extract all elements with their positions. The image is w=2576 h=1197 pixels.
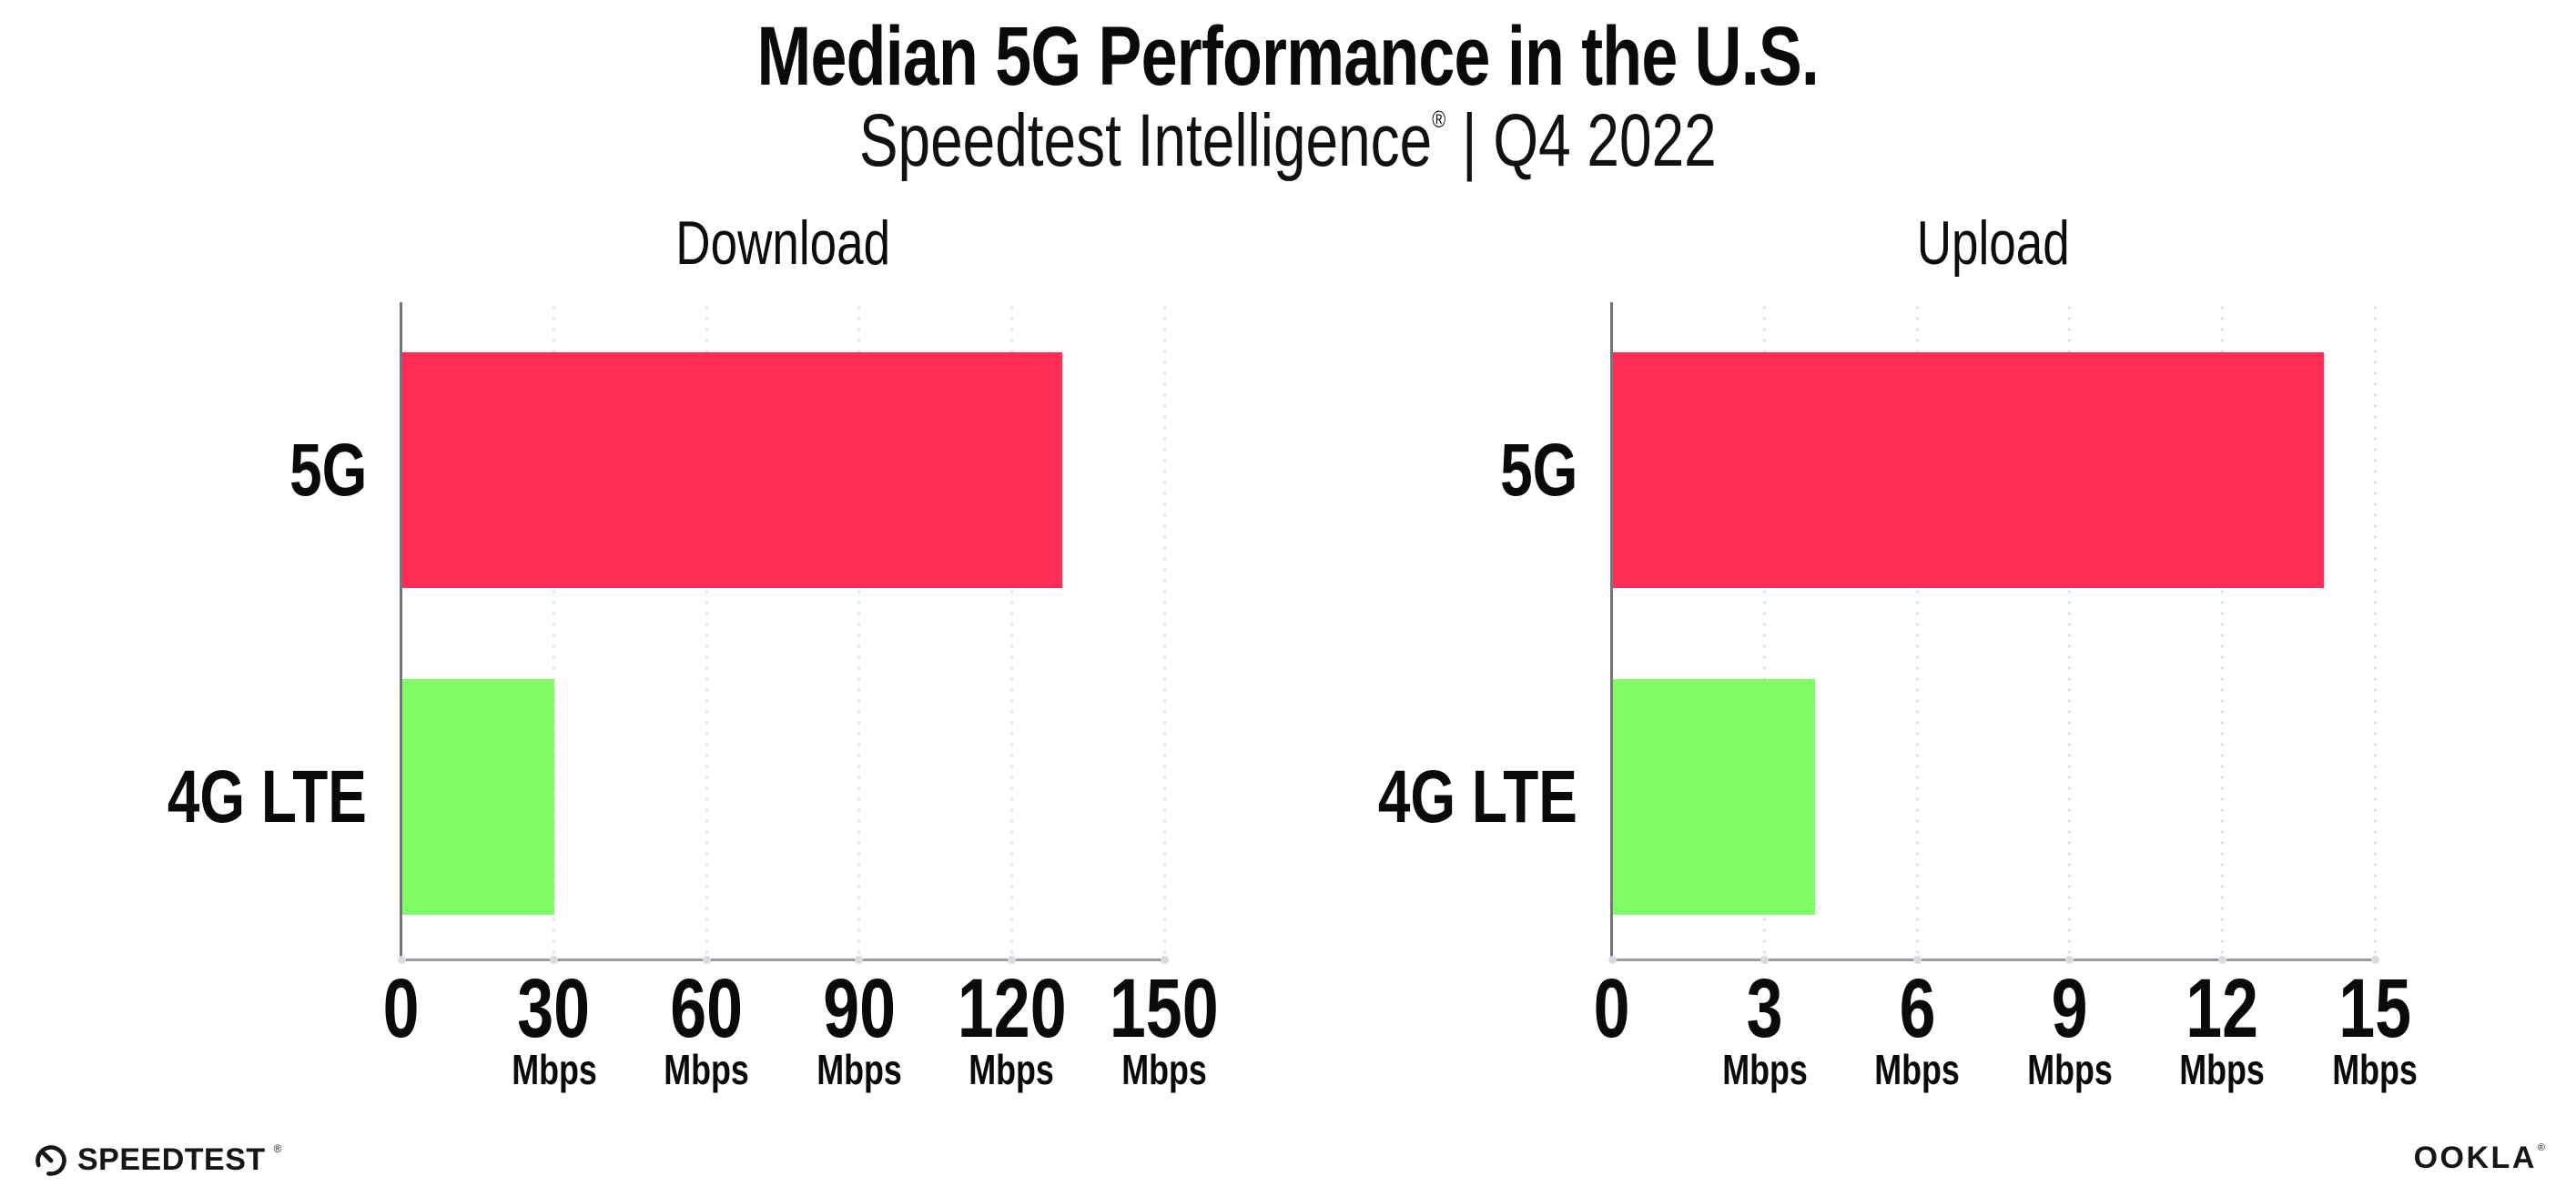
x-tick-unit-15: Mbps: [2238, 1049, 2511, 1090]
gridline-60: [705, 302, 708, 959]
ookla-wordmark: OOKLA: [2413, 1140, 2537, 1175]
gridline-9: [2068, 302, 2072, 959]
speedtest-wordmark: SPEEDTEST: [77, 1141, 266, 1177]
x-tick-unit-text: Mbps: [1874, 1046, 1961, 1093]
speedtest-logo: SPEEDTEST ®: [33, 1140, 282, 1180]
x-tick-unit-text: Mbps: [2332, 1046, 2418, 1093]
x-tick-label-text: 15: [2338, 962, 2411, 1055]
x-tick-unit-text: Mbps: [664, 1046, 750, 1093]
x-tick-unit-150: Mbps: [1028, 1049, 1301, 1090]
category-label-5g: 5G: [0, 421, 367, 521]
bar-download-5g: [402, 352, 1063, 588]
x-axis-line: [1610, 959, 2378, 961]
axis-tick-dot-120: [1007, 956, 1016, 964]
gridline-3: [1763, 302, 1767, 959]
subtitle-brand: Speedtest Intelligence: [859, 99, 1433, 182]
x-tick-unit-text: Mbps: [1121, 1046, 1207, 1093]
bar-upload-4g-lte: [1613, 679, 1816, 915]
axis-tick-dot-15: [2370, 956, 2379, 964]
x-tick-label-60: 60: [570, 967, 843, 1050]
gridline-12: [2220, 302, 2224, 959]
category-label-5g: 5G: [1031, 421, 1577, 521]
x-tick-label-text: 30: [517, 962, 591, 1055]
axis-tick-dot-0: [1607, 956, 1617, 964]
axis-tick-dot-6: [1912, 956, 1922, 964]
download-chart-title: Download: [675, 208, 890, 278]
x-tick-label-text: 9: [2051, 962, 2088, 1055]
gridline-6: [1915, 302, 1919, 959]
x-tick-label-15: 15: [2238, 967, 2511, 1050]
axis-tick-dot-3: [1760, 956, 1770, 964]
x-tick-unit-6: Mbps: [1780, 1049, 2054, 1090]
page-subtitle-text: Speedtest Intelligence® | Q4 2022: [859, 99, 1717, 182]
gridline-15: [2373, 302, 2377, 959]
y-axis-line: [400, 302, 402, 961]
x-tick-unit-text: Mbps: [969, 1046, 1055, 1093]
page-title: Median 5G Performance in the U.S.: [0, 13, 2576, 101]
speedtest-registered-icon: ®: [273, 1142, 282, 1155]
category-label-text: 4G LTE: [1377, 755, 1577, 838]
ookla-registered-icon: ®: [2537, 1142, 2545, 1153]
x-tick-label-12: 12: [2085, 967, 2358, 1050]
x-tick-unit-120: Mbps: [875, 1049, 1148, 1090]
x-tick-label-90: 90: [723, 967, 996, 1050]
x-tick-label-text: 6: [1899, 962, 1936, 1055]
x-tick-unit-12: Mbps: [2085, 1049, 2358, 1090]
x-tick-unit-9: Mbps: [1933, 1049, 2206, 1090]
x-tick-unit-60: Mbps: [570, 1049, 843, 1090]
x-tick-label-0: 0: [1476, 967, 1749, 1050]
x-tick-label-30: 30: [418, 967, 691, 1050]
speedtest-gauge-icon: [35, 1145, 66, 1176]
ookla-logo: OOKLA ®: [2414, 1140, 2545, 1176]
x-tick-unit-text: Mbps: [816, 1046, 902, 1093]
x-tick-unit-90: Mbps: [723, 1049, 996, 1090]
x-tick-label-text: 0: [383, 962, 420, 1055]
axis-tick-dot-9: [2065, 956, 2074, 964]
page-title-text: Median 5G Performance in the U.S.: [756, 10, 1820, 103]
category-label-4g-lte: 4G LTE: [1031, 747, 1577, 847]
y-axis-line: [1610, 302, 1613, 961]
bar-download-4g-lte: [402, 679, 554, 915]
x-tick-label-120: 120: [875, 967, 1148, 1050]
x-tick-unit-text: Mbps: [1721, 1046, 1808, 1093]
x-tick-unit-30: Mbps: [418, 1049, 691, 1090]
page-subtitle: Speedtest Intelligence® | Q4 2022: [0, 99, 2576, 182]
x-tick-label-text: 90: [822, 962, 896, 1055]
subtitle-period: | Q4 2022: [1445, 99, 1717, 182]
category-label-text: 5G: [1499, 428, 1577, 512]
x-axis-line: [400, 959, 1167, 961]
category-label-4g-lte: 4G LTE: [0, 747, 367, 847]
upload-chart-title: Upload: [1916, 208, 2071, 278]
x-tick-label-text: 0: [1594, 962, 1630, 1055]
x-tick-unit-3: Mbps: [1628, 1049, 1902, 1090]
x-tick-label-3: 3: [1628, 967, 1902, 1050]
gridline-90: [857, 302, 861, 959]
gridline-120: [1009, 302, 1013, 959]
category-label-text: 5G: [289, 428, 367, 512]
x-tick-unit-text: Mbps: [2179, 1046, 2266, 1093]
axis-tick-dot-60: [702, 956, 711, 964]
x-tick-label-text: 12: [2186, 962, 2259, 1055]
axis-tick-dot-12: [2217, 956, 2226, 964]
registered-mark-icon: ®: [1432, 106, 1446, 133]
gridline-150: [1162, 302, 1166, 959]
x-tick-unit-text: Mbps: [511, 1046, 597, 1093]
x-tick-label-text: 120: [957, 962, 1067, 1055]
gridline-30: [553, 302, 556, 959]
x-tick-label-text: 60: [670, 962, 744, 1055]
x-tick-label-0: 0: [265, 967, 538, 1050]
category-label-text: 4G LTE: [167, 755, 367, 838]
x-tick-label-9: 9: [1933, 967, 2206, 1050]
x-tick-label-6: 6: [1780, 967, 2054, 1050]
x-tick-label-text: 3: [1746, 962, 1783, 1055]
x-tick-label-text: 150: [1110, 962, 1219, 1055]
bar-upload-5g: [1613, 352, 2325, 588]
axis-tick-dot-0: [397, 956, 406, 964]
axis-tick-dot-30: [550, 956, 559, 964]
axis-tick-dot-150: [1160, 956, 1169, 964]
x-tick-unit-text: Mbps: [2026, 1046, 2113, 1093]
x-tick-label-150: 150: [1028, 967, 1301, 1050]
axis-tick-dot-90: [855, 956, 864, 964]
